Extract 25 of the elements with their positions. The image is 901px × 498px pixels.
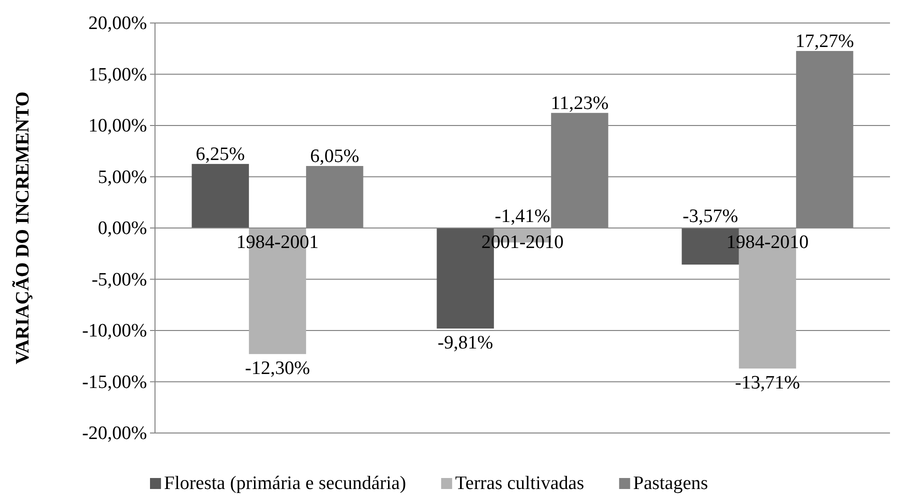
data-label: -9,81%: [438, 332, 494, 354]
data-label: -12,30%: [245, 358, 310, 380]
y-tick-label: 15,00%: [88, 64, 148, 86]
y-tick-label: -20,00%: [82, 423, 148, 444]
y-axis-title: VARIAÇÃO DO INCREMENTO: [11, 92, 34, 364]
data-label: -1,41%: [494, 206, 550, 227]
legend-label: Terras cultivadas: [455, 473, 584, 494]
x-tick-label: 1984-2001: [236, 232, 319, 253]
y-tick-label: 0,00%: [98, 218, 148, 240]
bar: [192, 164, 249, 228]
data-label: 6,25%: [196, 144, 246, 165]
data-label: 11,23%: [550, 92, 609, 114]
data-label: -3,57%: [682, 206, 738, 227]
y-tick-label: 20,00%: [88, 13, 148, 34]
y-tick-label: -5,00%: [92, 269, 148, 290]
y-tick-label: -10,00%: [82, 320, 148, 342]
x-tick-label: 1984-2010: [726, 232, 809, 253]
legend-label: Pastagens: [633, 473, 708, 494]
data-label: 17,27%: [795, 30, 854, 52]
y-tick-label: 10,00%: [88, 116, 148, 137]
data-label: -13,71%: [735, 372, 800, 394]
legend-label: Floresta (primária e secundária): [164, 473, 406, 494]
y-tick-label: -15,00%: [82, 372, 148, 393]
y-tick-label: 5,00%: [98, 166, 148, 188]
data-label: 6,05%: [310, 146, 360, 167]
